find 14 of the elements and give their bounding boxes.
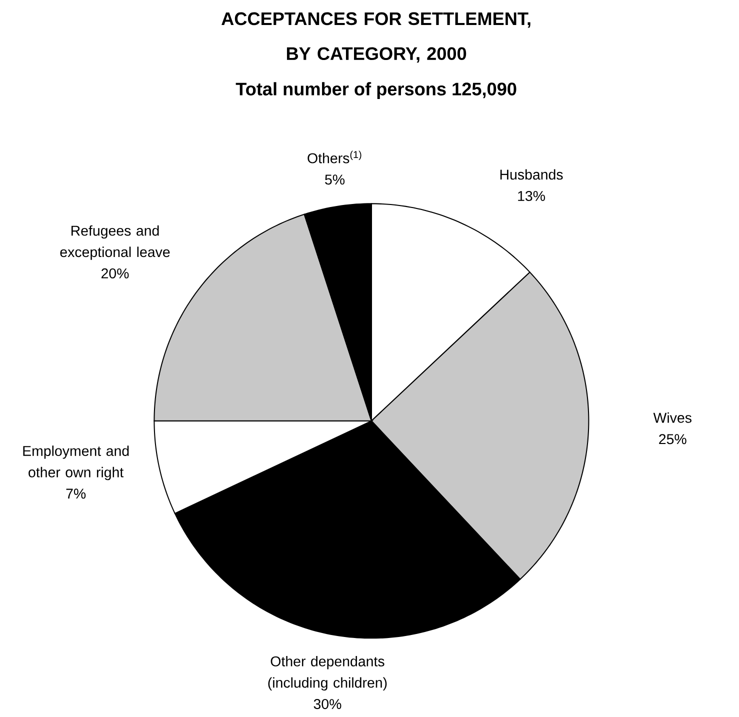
- slice-label: Other dependants (including children): [268, 656, 387, 691]
- slice-label: Refugees and exceptional leave: [60, 225, 170, 260]
- slice-label: Others$^{(1)}$: [308, 150, 362, 164]
- data-label: 25%: [659, 434, 686, 444]
- data-label: 7%: [66, 488, 86, 499]
- data-label: 13%: [518, 191, 545, 202]
- chart-title: ACCEPTANCES FOR SETTLEMENT, BY CATEGORY, 2000: [222, 12, 530, 63]
- data-label: 20%: [101, 268, 129, 279]
- data-label: 5%: [325, 174, 345, 185]
- slice-label: Employment and other own right: [23, 446, 129, 480]
- chart-subtitle: Total number of persons 125,090: [236, 82, 516, 100]
- slice-label: Wives: [653, 412, 692, 423]
- slice-label: Husbands: [500, 169, 563, 180]
- data-label: 30%: [314, 699, 342, 710]
